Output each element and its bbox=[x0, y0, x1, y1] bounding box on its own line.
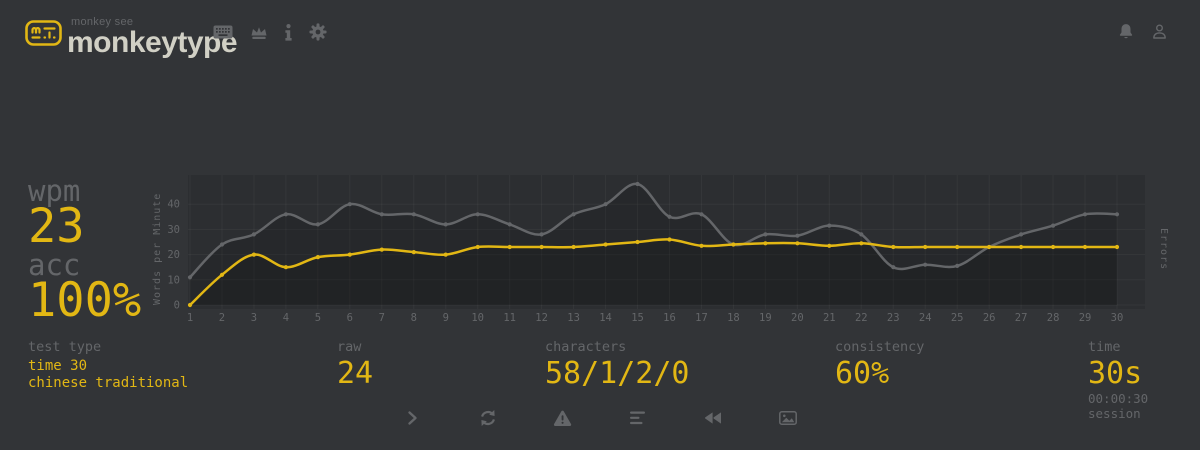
leaderboards-button[interactable] bbox=[250, 25, 268, 40]
notifications-button[interactable] bbox=[1118, 23, 1134, 40]
time-label: time bbox=[1088, 339, 1121, 355]
test-type-label: test type bbox=[28, 339, 102, 355]
gear-icon bbox=[309, 23, 327, 41]
svg-text:17: 17 bbox=[695, 312, 708, 324]
raw-value: 24 bbox=[337, 356, 374, 392]
svg-text:6: 6 bbox=[347, 312, 353, 324]
wpm-label: wpm bbox=[28, 174, 81, 208]
svg-text:24: 24 bbox=[919, 312, 932, 324]
monkeytype-logo-icon bbox=[25, 20, 62, 46]
raw-block: raw 24 bbox=[337, 339, 373, 390]
characters-block: characters 58/1/2/0 bbox=[545, 339, 690, 390]
user-icon bbox=[1153, 24, 1166, 39]
svg-text:10: 10 bbox=[471, 312, 484, 324]
svg-text:14: 14 bbox=[599, 312, 612, 324]
svg-text:5: 5 bbox=[315, 312, 321, 324]
about-button[interactable] bbox=[285, 23, 292, 41]
svg-text:0: 0 bbox=[174, 300, 180, 312]
acc-label: acc bbox=[28, 248, 81, 282]
time-block: time 30s 00:00:30 session bbox=[1088, 339, 1200, 421]
consistency-label: consistency bbox=[835, 339, 925, 355]
svg-text:11: 11 bbox=[503, 312, 516, 324]
refresh-icon bbox=[480, 410, 495, 426]
brand-tagline: monkey see bbox=[71, 16, 134, 28]
image-icon bbox=[778, 411, 797, 425]
consistency-block: consistency 60% bbox=[835, 339, 924, 390]
main-nav bbox=[213, 23, 327, 41]
copy-screenshot-button[interactable] bbox=[773, 403, 803, 433]
svg-text:13: 13 bbox=[567, 312, 580, 324]
start-test-button[interactable] bbox=[213, 25, 233, 39]
svg-text:27: 27 bbox=[1015, 312, 1028, 324]
list-icon bbox=[629, 411, 645, 425]
svg-text:15: 15 bbox=[631, 312, 644, 324]
rewind-icon bbox=[704, 412, 721, 424]
characters-value: 58/1/2/0 bbox=[545, 356, 690, 392]
consistency-value: 60% bbox=[835, 356, 890, 392]
session-time: 00:00:30 session bbox=[1088, 391, 1149, 422]
settings-button[interactable] bbox=[309, 23, 327, 41]
chevron-right-icon bbox=[408, 411, 417, 425]
raw-label: raw bbox=[337, 339, 362, 355]
svg-text:8: 8 bbox=[411, 312, 417, 324]
words-history-button[interactable] bbox=[623, 403, 653, 433]
info-icon bbox=[285, 23, 292, 41]
svg-text:30: 30 bbox=[1111, 312, 1124, 324]
svg-text:29: 29 bbox=[1079, 312, 1092, 324]
characters-label: characters bbox=[545, 339, 627, 355]
svg-text:19: 19 bbox=[759, 312, 772, 324]
repeat-test-button[interactable] bbox=[473, 403, 503, 433]
bell-icon bbox=[1119, 24, 1133, 39]
test-type-language[interactable]: chinese traditional bbox=[28, 375, 189, 392]
svg-text:9: 9 bbox=[443, 312, 449, 324]
svg-text:28: 28 bbox=[1047, 312, 1060, 324]
svg-text:25: 25 bbox=[951, 312, 964, 324]
brand-title: monkeytype bbox=[67, 26, 238, 59]
acc-value: 100% bbox=[28, 273, 142, 328]
svg-text:21: 21 bbox=[823, 312, 836, 324]
practise-words-button[interactable] bbox=[548, 403, 578, 433]
svg-text:23: 23 bbox=[887, 312, 900, 324]
crown-icon bbox=[251, 26, 267, 39]
chart-errors-axis-label: Errors bbox=[1158, 227, 1169, 271]
watch-replay-button[interactable] bbox=[698, 403, 728, 433]
svg-text:10: 10 bbox=[167, 274, 180, 286]
svg-text:16: 16 bbox=[663, 312, 676, 324]
svg-text:20: 20 bbox=[167, 249, 180, 261]
logo[interactable]: monkey see monkeytype bbox=[25, 16, 238, 59]
svg-text:22: 22 bbox=[855, 312, 868, 324]
warning-triangle-icon bbox=[553, 410, 572, 426]
svg-text:20: 20 bbox=[791, 312, 804, 324]
user-nav bbox=[1118, 23, 1168, 40]
test-type-mode[interactable]: time 30 bbox=[28, 358, 88, 375]
account-button[interactable] bbox=[1151, 23, 1168, 40]
time-value: 30s bbox=[1088, 356, 1143, 392]
svg-text:40: 40 bbox=[167, 199, 180, 211]
svg-text:2: 2 bbox=[219, 312, 225, 324]
svg-text:12: 12 bbox=[535, 312, 548, 324]
result-actions bbox=[0, 403, 1200, 433]
test-type-block: test type time 30 chinese traditional bbox=[28, 339, 188, 392]
svg-text:7: 7 bbox=[379, 312, 385, 324]
svg-text:18: 18 bbox=[727, 312, 740, 324]
svg-text:1: 1 bbox=[187, 312, 193, 324]
keyboard-icon bbox=[213, 25, 233, 39]
svg-text:4: 4 bbox=[283, 312, 289, 324]
svg-text:30: 30 bbox=[167, 224, 180, 236]
svg-text:26: 26 bbox=[983, 312, 996, 324]
wpm-value: 23 bbox=[28, 199, 85, 254]
svg-text:3: 3 bbox=[251, 312, 257, 324]
next-test-button[interactable] bbox=[398, 403, 428, 433]
